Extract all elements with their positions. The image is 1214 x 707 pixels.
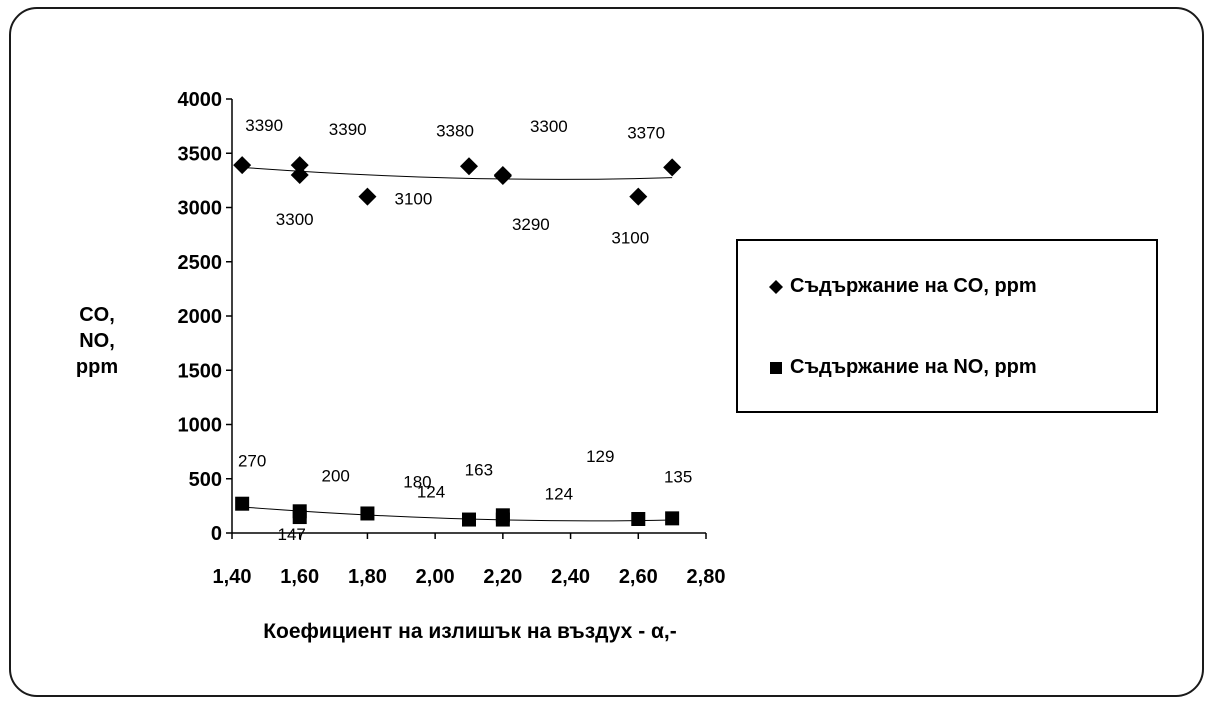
data-label: 129	[586, 447, 614, 466]
y-tick-label: 1000	[178, 415, 223, 437]
y-tick-label: 2000	[178, 306, 223, 328]
square-marker-icon	[768, 360, 784, 376]
data-label: 3390	[245, 116, 283, 135]
data-label: 3390	[329, 120, 367, 139]
square-point	[665, 511, 680, 526]
square-point	[360, 506, 375, 521]
data-label: 124	[417, 483, 445, 502]
data-label: 3370	[627, 123, 665, 142]
square-point	[235, 496, 250, 511]
square-point	[495, 512, 510, 527]
data-label: 3100	[611, 229, 649, 248]
diamond-point	[358, 187, 377, 206]
diamond-point	[629, 187, 648, 206]
x-tick-label: 2,00	[416, 566, 455, 588]
y-tick-label: 2500	[178, 252, 223, 274]
legend-label-co: Съдържание на CO, ppm	[790, 275, 1037, 297]
y-tick-label: 0	[211, 523, 222, 545]
y-tick-label: 500	[189, 469, 222, 491]
diamond-point	[493, 165, 512, 184]
legend-entry-co: Съдържание на CO, ppm	[768, 275, 1037, 298]
diamond-point	[233, 156, 252, 175]
diamond-point	[663, 158, 682, 177]
square-point	[462, 512, 476, 527]
x-axis-label: Коефициент на излишък на въздух - α,-	[263, 620, 677, 643]
x-tick-label: 2,20	[483, 566, 522, 588]
data-label: 3380	[436, 121, 474, 140]
data-label: 163	[465, 460, 493, 479]
diamond-marker-icon	[768, 279, 784, 295]
data-label: 3100	[395, 190, 433, 209]
data-label: 3300	[276, 210, 314, 229]
y-tick-label: 1500	[178, 360, 223, 382]
diamond-point	[290, 156, 309, 175]
legend: Съдържание на CO, ppm Съдържание на NO, …	[736, 239, 1158, 413]
y-axis-label: CO, NO, ppm	[75, 304, 119, 378]
data-label: 147	[278, 525, 306, 544]
x-tick-label: 2,40	[551, 566, 590, 588]
data-label: 135	[664, 467, 692, 486]
square-point	[631, 512, 646, 527]
data-label: 180	[403, 472, 431, 491]
x-tick-label: 1,40	[213, 566, 252, 588]
x-tick-label: 1,80	[348, 566, 387, 588]
x-tick-label: 1,60	[280, 566, 319, 588]
data-labels: 3390 3390 3300 3100 3380 3300 3290 3100 3370 270 2…	[238, 116, 692, 544]
y-tick-label: 3000	[178, 198, 223, 220]
y-tick-label: 3500	[178, 143, 223, 165]
data-label: 3290	[512, 215, 550, 234]
x-tick-label: 2,60	[619, 566, 658, 588]
data-label: 200	[322, 466, 350, 485]
x-tick-label: 2,80	[687, 566, 726, 588]
y-tick-label: 4000	[178, 89, 223, 111]
legend-entry-no: Съдържание на NO, ppm	[768, 356, 1037, 379]
data-label: 124	[545, 485, 573, 504]
diamond-point	[290, 165, 309, 184]
data-label: 270	[238, 452, 266, 471]
diamond-point	[460, 157, 478, 176]
data-label: 3300	[530, 117, 568, 136]
data-points	[233, 156, 682, 527]
square-point	[292, 510, 307, 525]
legend-label-no: Съдържание на NO, ppm	[790, 356, 1037, 378]
axes: 0 500 1000 1500 2000 2500 3000 3500 4000 1,40 1,60…	[178, 89, 726, 588]
